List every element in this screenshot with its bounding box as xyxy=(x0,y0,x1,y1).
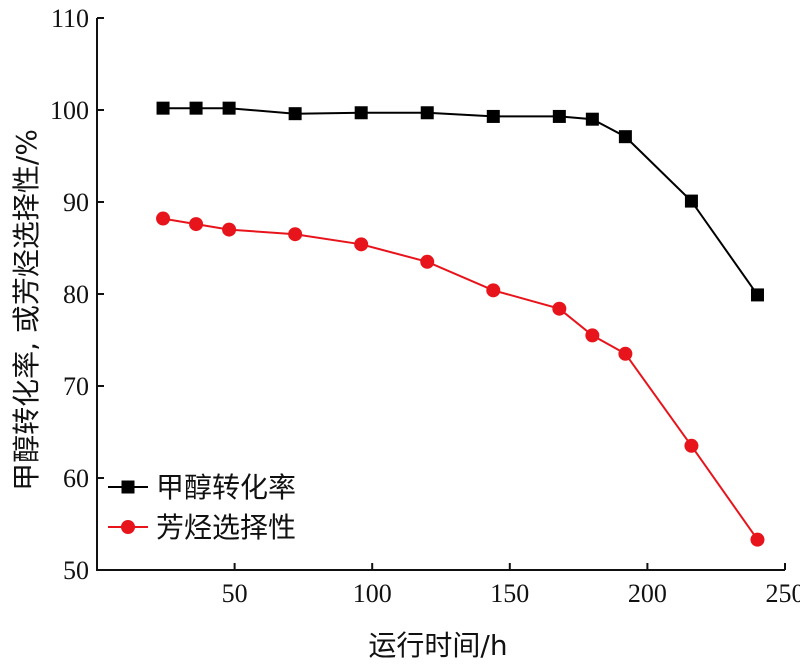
data-point-square xyxy=(354,106,368,120)
data-point-square xyxy=(585,112,599,126)
data-point-circle xyxy=(354,237,369,252)
legend-label-1: 甲醇转化率 xyxy=(156,471,296,504)
y-tick-label: 60 xyxy=(63,464,89,493)
legend-label-2: 芳烃选择性 xyxy=(156,511,296,544)
x-tick-label: 250 xyxy=(766,579,800,608)
data-point-square xyxy=(486,109,500,123)
y-tick-label: 70 xyxy=(63,372,89,401)
data-point-circle xyxy=(750,532,765,547)
y-axis-title: 甲醇转化率, 或芳烃选择性/% xyxy=(10,129,43,491)
y-tick-label: 50 xyxy=(63,556,89,585)
data-point-circle xyxy=(288,227,303,242)
data-point-square xyxy=(750,288,764,302)
legend-marker-circle xyxy=(121,520,135,534)
x-tick-label: 150 xyxy=(490,579,529,608)
x-tick-label: 200 xyxy=(628,579,667,608)
data-point-circle xyxy=(486,283,501,298)
data-point-circle xyxy=(189,217,204,232)
data-point-circle xyxy=(585,328,600,343)
data-point-square xyxy=(420,106,434,120)
legend-marker-square xyxy=(121,480,135,494)
data-point-circle xyxy=(156,211,171,226)
data-point-square xyxy=(684,194,698,208)
y-tick-label: 110 xyxy=(51,4,89,33)
series-line-1 xyxy=(163,107,759,296)
data-point-circle xyxy=(552,301,567,316)
plot-area xyxy=(156,101,765,547)
data-point-circle xyxy=(420,254,435,269)
axes: 50 60 70 80 90 100 110 50 100 150 200 250 xyxy=(50,4,800,608)
data-point-circle xyxy=(618,346,633,361)
data-point-square xyxy=(618,130,632,144)
y-tick-label: 90 xyxy=(63,188,89,217)
data-point-circle xyxy=(684,438,699,453)
x-axis-title: 运行时间/h xyxy=(368,629,507,662)
data-point-circle xyxy=(222,222,237,237)
data-point-square xyxy=(156,101,170,115)
data-point-square xyxy=(222,101,236,115)
y-tick-label: 100 xyxy=(50,96,89,125)
y-tick-label: 80 xyxy=(63,280,89,309)
data-point-square xyxy=(552,109,566,123)
x-tick-label: 50 xyxy=(222,579,248,608)
data-point-square xyxy=(288,107,302,121)
data-point-square xyxy=(189,101,203,115)
x-tick-label: 100 xyxy=(353,579,392,608)
